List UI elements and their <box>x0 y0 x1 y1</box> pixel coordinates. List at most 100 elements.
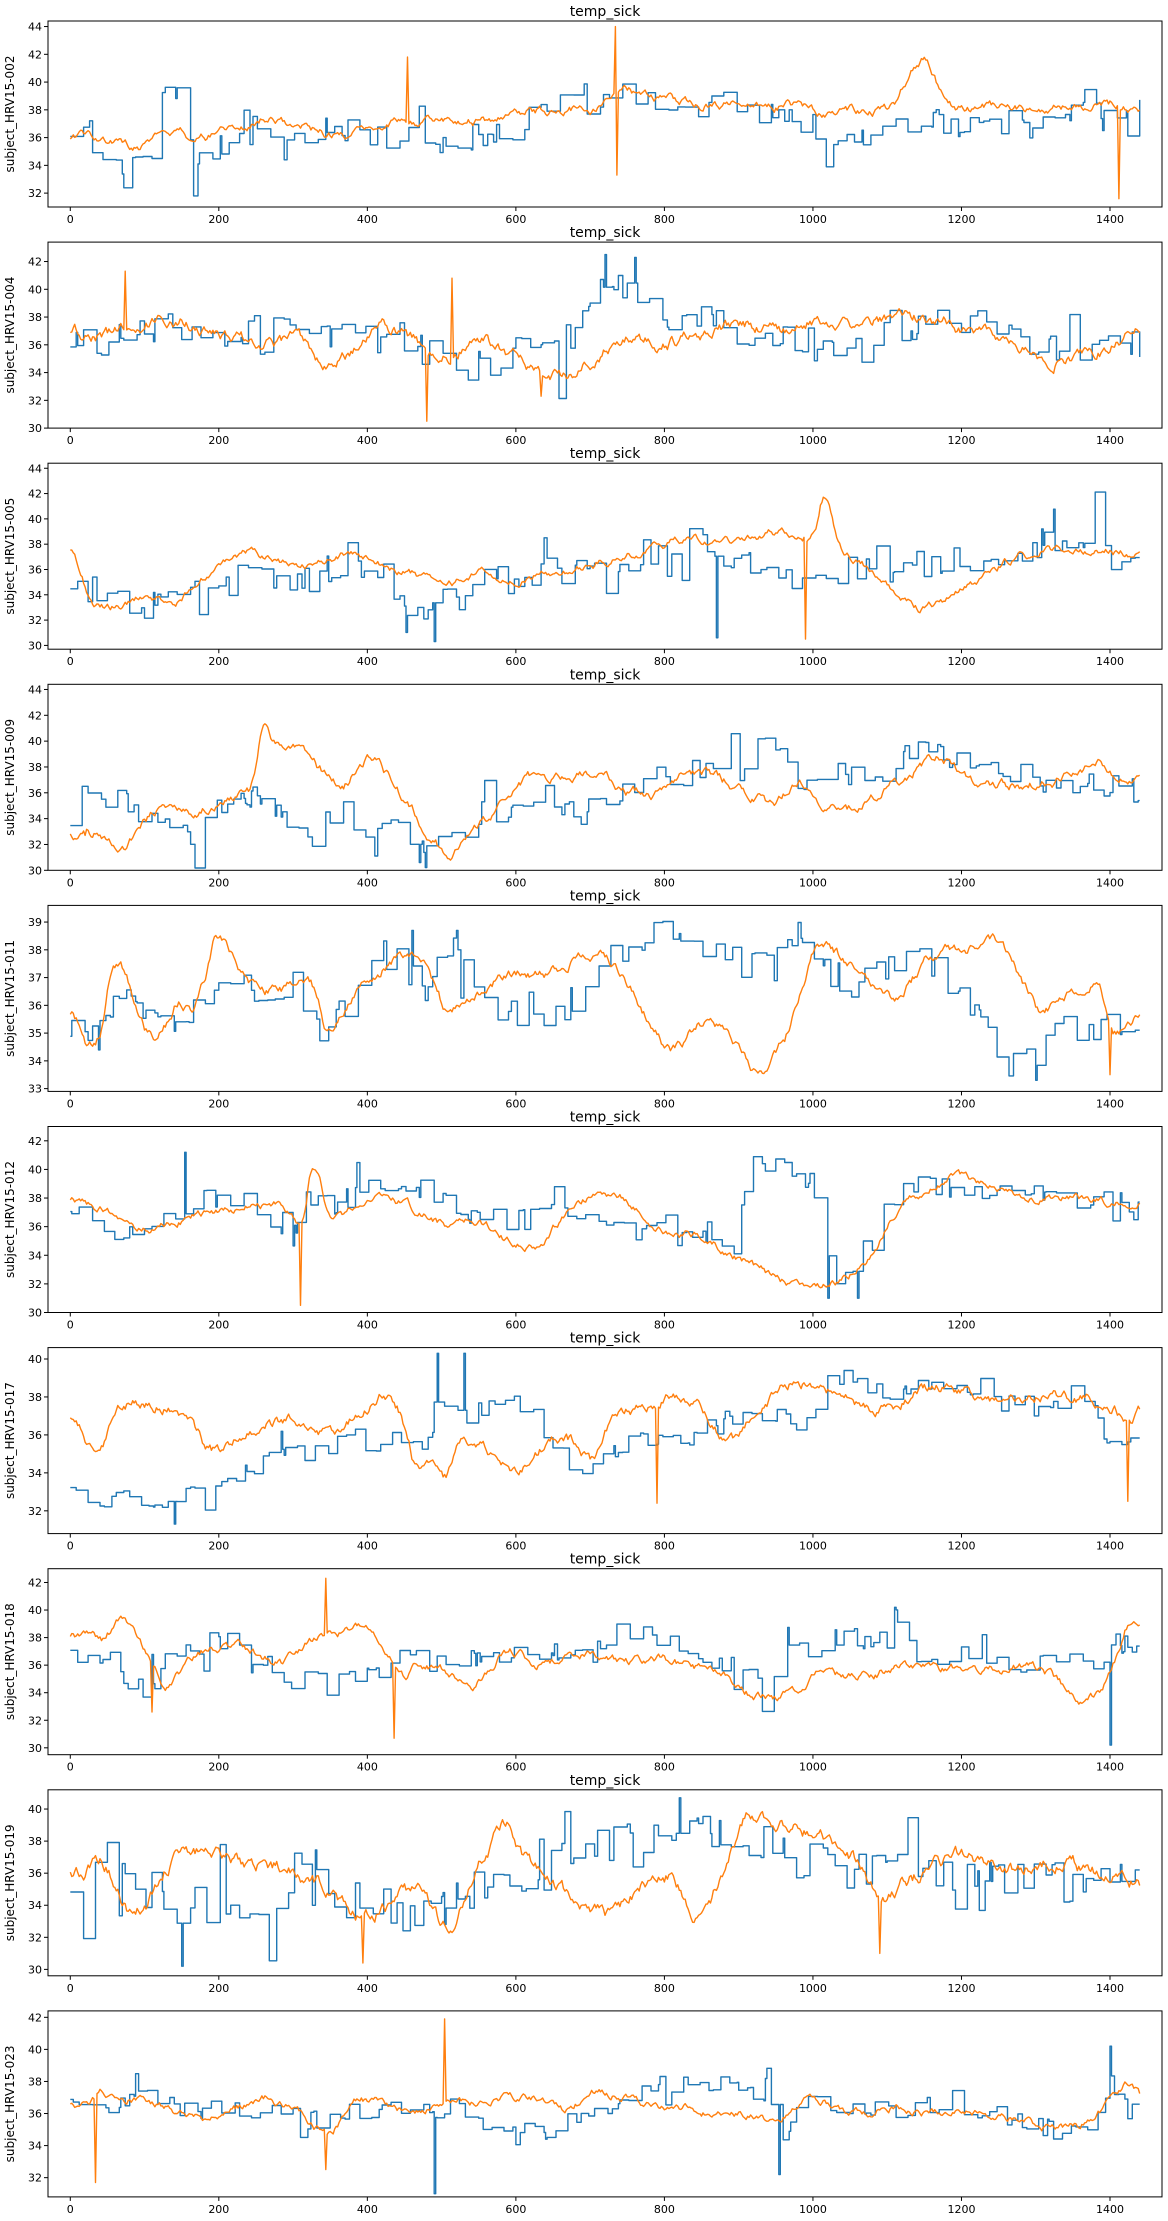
x-tick-label: 600 <box>505 1540 526 1553</box>
series-2-line <box>69 25 1141 200</box>
x-tick-label: 1200 <box>947 876 975 889</box>
series-1-line <box>70 2045 1140 2195</box>
subplot-6: temp_sick subject_HRV15-012 0 200 400 600 800 1… <box>3 1110 1163 1332</box>
x-tick-label: 0 <box>67 1319 74 1332</box>
y-tick-label: 35 <box>28 1027 42 1040</box>
y-tick-label: 44 <box>28 462 42 475</box>
x-tick-label: 200 <box>208 1319 229 1332</box>
axes-frame <box>47 1126 1163 1313</box>
x-tick-label: 1200 <box>947 1982 975 1995</box>
x-tick-label: 800 <box>654 1319 675 1332</box>
x-tick-label: 800 <box>654 1761 675 1774</box>
y-tick-label: 42 <box>28 488 42 501</box>
y-tick-label: 36 <box>28 999 42 1012</box>
x-tick-label: 600 <box>505 1761 526 1774</box>
x-tick-label: 1000 <box>799 1982 827 1995</box>
subplot-3: temp_sick subject_HRV15-005 0 200 400 600 800 1… <box>3 446 1163 668</box>
y-tick-label: 40 <box>28 735 42 748</box>
y-tick-label: 30 <box>28 864 42 877</box>
axes-frame <box>47 20 1163 208</box>
y-tick-label: 32 <box>28 394 42 407</box>
chart-title: temp_sick <box>570 225 642 241</box>
x-tick-label: 1000 <box>799 1319 827 1332</box>
chart-title: temp_sick <box>570 1552 642 1568</box>
x-tick-label: 200 <box>208 1761 229 1774</box>
y-tick-label: 36 <box>28 1429 42 1442</box>
axes-frame <box>47 683 1163 871</box>
x-tick-label: 1400 <box>1096 213 1124 226</box>
x-tick-label: 1400 <box>1096 2203 1124 2216</box>
y-tick-label: 38 <box>28 311 42 324</box>
y-axis-label: subject_HRV15-009 <box>3 719 17 836</box>
subplot-1: temp_sick subject_HRV15-002 0 200 400 600 800 1… <box>3 4 1163 226</box>
series-2-line <box>69 1810 1141 1964</box>
y-tick-label: 40 <box>28 1604 42 1617</box>
chart-title: temp_sick <box>570 4 642 20</box>
x-tick-label: 1000 <box>799 1540 827 1553</box>
x-tick-label: 600 <box>505 876 526 889</box>
x-tick-label: 1400 <box>1096 434 1124 447</box>
x-tick-label: 1400 <box>1096 655 1124 668</box>
series-2-line <box>70 496 1141 640</box>
y-tick-label: 36 <box>28 1221 42 1234</box>
y-tick-label: 32 <box>28 1278 42 1291</box>
y-tick-label: 40 <box>28 1163 42 1176</box>
y-tick-label: 30 <box>28 1963 42 1976</box>
y-tick-label: 44 <box>28 683 42 696</box>
x-tick-label: 1200 <box>947 1761 975 1774</box>
x-tick-label: 400 <box>357 2203 378 2216</box>
y-tick-label: 34 <box>28 1055 42 1068</box>
x-tick-label: 0 <box>67 876 74 889</box>
x-tick-label: 1200 <box>947 1319 975 1332</box>
y-tick-label: 34 <box>28 1899 42 1912</box>
y-tick-label: 42 <box>28 709 42 722</box>
y-tick-label: 32 <box>28 2172 42 2185</box>
series-1-line <box>70 253 1141 400</box>
y-axis-label: subject_HRV15-005 <box>3 498 17 615</box>
y-tick-label: 30 <box>28 1742 42 1755</box>
x-tick-label: 200 <box>208 213 229 226</box>
x-tick-label: 1200 <box>947 213 975 226</box>
x-tick-label: 1400 <box>1096 1097 1124 1110</box>
x-tick-label: 1000 <box>799 1761 827 1774</box>
x-tick-label: 0 <box>67 2203 74 2216</box>
y-tick-label: 42 <box>28 256 42 269</box>
axes-frame <box>47 241 1163 429</box>
x-tick-label: 800 <box>654 2203 675 2216</box>
series-1-line <box>70 733 1140 869</box>
x-tick-label: 400 <box>357 655 378 668</box>
subplot-8: temp_sick subject_HRV15-018 0 200 400 600 800 1… <box>3 1552 1163 1774</box>
x-tick-label: 1000 <box>799 1097 827 1110</box>
y-axis-label: subject_HRV15-018 <box>3 1603 17 1720</box>
y-tick-label: 40 <box>28 513 42 526</box>
chart-title: temp_sick <box>570 888 642 904</box>
y-tick-label: 34 <box>28 367 42 380</box>
x-tick-label: 1200 <box>947 1097 975 1110</box>
subplot-4: temp_sick subject_HRV15-009 0 200 400 600 800 1… <box>3 667 1163 889</box>
y-tick-label: 44 <box>28 21 42 34</box>
chart-title: temp_sick <box>570 446 642 462</box>
axes-frame <box>47 1568 1163 1756</box>
y-tick-label: 38 <box>28 2075 42 2088</box>
y-tick-label: 38 <box>28 761 42 774</box>
series-1-line <box>70 1352 1140 1525</box>
series-1-line <box>70 83 1141 197</box>
x-tick-label: 400 <box>357 1540 378 1553</box>
x-tick-label: 600 <box>505 213 526 226</box>
y-tick-label: 30 <box>28 422 42 435</box>
x-tick-label: 1400 <box>1096 1319 1124 1332</box>
subplot-10: subject_HRV15-023 0 200 400 600 800 1000 1200 14… <box>3 2010 1163 2216</box>
axes-frame <box>47 1347 1163 1535</box>
x-tick-label: 0 <box>67 1097 74 1110</box>
x-tick-label: 0 <box>67 213 74 226</box>
y-tick-label: 40 <box>28 2043 42 2056</box>
subplot-5: temp_sick subject_HRV15-011 0 200 400 600 800 1… <box>3 888 1163 1110</box>
y-tick-label: 33 <box>28 1083 42 1096</box>
x-tick-label: 200 <box>208 434 229 447</box>
y-tick-label: 36 <box>28 1867 42 1880</box>
y-tick-label: 30 <box>28 1307 42 1320</box>
y-tick-label: 34 <box>28 1249 42 1262</box>
x-tick-label: 400 <box>357 1097 378 1110</box>
x-tick-label: 200 <box>208 1540 229 1553</box>
y-tick-label: 34 <box>28 813 42 826</box>
